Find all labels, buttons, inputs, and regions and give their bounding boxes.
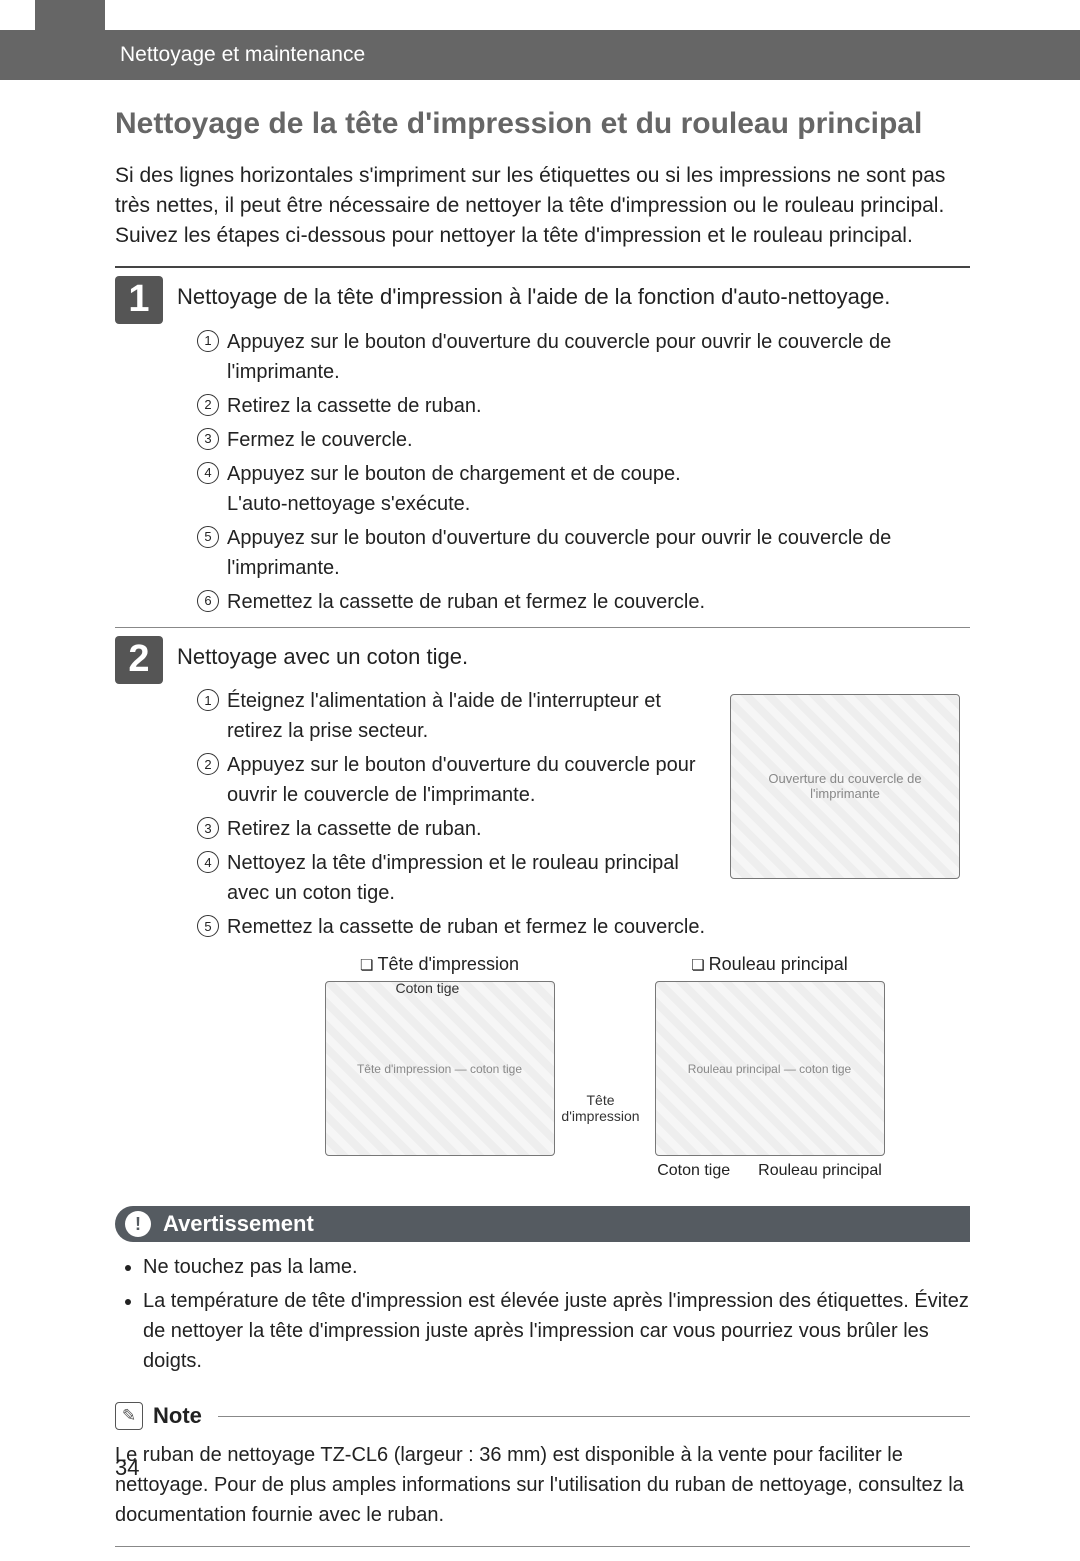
step-1-sub-6: 6Remettez la cassette de ruban et fermez…	[197, 587, 970, 617]
step-1-sub-2-text: Retirez la cassette de ruban.	[227, 395, 482, 417]
page-title: Nettoyage de la tête d'impression et du …	[115, 105, 970, 143]
step-2-sub-5: 5Remettez la cassette de ruban et fermez…	[197, 912, 970, 942]
step-1-sub-3-text: Fermez le couvercle.	[227, 429, 413, 451]
note-header: ✎ Note	[115, 1402, 970, 1430]
step-1-sub-4b-text: L'auto-nettoyage s'exécute.	[227, 493, 470, 515]
step-2-sub-2-text: Appuyez sur le bouton d'ouverture du cou…	[227, 754, 696, 806]
step-1-sub-1-text: Appuyez sur le bouton d'ouverture du cou…	[227, 331, 891, 383]
printer-open-cover-image: Ouverture du couvercle de l'imprimante	[730, 694, 960, 879]
step-2-sub-3: 3Retirez la cassette de ruban.	[197, 814, 700, 844]
step-1-sub-3: 3Fermez le couvercle.	[197, 425, 970, 455]
step-2-sub-2: 2Appuyez sur le bouton d'ouverture du co…	[197, 750, 700, 810]
figure-print-head-title: Tête d'impression	[360, 954, 519, 975]
warning-item-1: Ne touchez pas la lame.	[143, 1252, 970, 1282]
note-divider	[218, 1416, 970, 1417]
print-head-image: Coton tige Tête d'impression — coton tig…	[325, 981, 555, 1156]
note-icon: ✎	[115, 1402, 143, 1430]
step-2-illustration: Ouverture du couvercle de l'imprimante	[720, 686, 970, 886]
step-2-title: Nettoyage avec un coton tige.	[177, 642, 970, 673]
note-text: Le ruban de nettoyage TZ-CL6 (largeur : …	[115, 1440, 970, 1530]
caption-coton-tige: Coton tige	[657, 1162, 730, 1180]
divider	[115, 627, 970, 628]
step-1-sub-5-text: Appuyez sur le bouton d'ouverture du cou…	[227, 527, 891, 579]
step-1-title: Nettoyage de la tête d'impression à l'ai…	[177, 282, 970, 313]
warning-bar: ! Avertissement	[115, 1206, 970, 1242]
step-1-sub-1: 1Appuyez sur le bouton d'ouverture du co…	[197, 327, 970, 387]
step-2-sub-4-text: Nettoyez la tête d'impression et le roul…	[227, 852, 679, 904]
step-1-sub-4: 4Appuyez sur le bouton de chargement et …	[197, 459, 970, 519]
step-1-sub-5: 5Appuyez sur le bouton d'ouverture du co…	[197, 523, 970, 583]
warning-item-2: La température de tête d'impression est …	[143, 1286, 970, 1376]
note-title: Note	[153, 1403, 202, 1429]
step-2-substeps-cont: 5Remettez la cassette de ruban et fermez…	[177, 912, 970, 942]
step-2: 2 Nettoyage avec un coton tige. 1Éteigne…	[115, 642, 970, 1181]
step-1-substeps: 1Appuyez sur le bouton d'ouverture du co…	[177, 327, 970, 617]
step-2-substeps: 1Éteignez l'alimentation à l'aide de l'i…	[177, 686, 700, 908]
step-2-sub-1: 1Éteignez l'alimentation à l'aide de l'i…	[197, 686, 700, 746]
step-2-sub-3-text: Retirez la cassette de ruban.	[227, 818, 482, 840]
figure-print-head: Tête d'impression Coton tige Tête d'impr…	[325, 954, 555, 1180]
intro-paragraph: Si des lignes horizontales s'impriment s…	[115, 161, 970, 252]
label-coton-tige: Coton tige	[396, 980, 460, 996]
step-1-sub-2: 2Retirez la cassette de ruban.	[197, 391, 970, 421]
page-number: 34	[115, 1455, 139, 1481]
header-strip: Nettoyage et maintenance	[0, 30, 1080, 80]
main-roller-image-alt: Rouleau principal — coton tige	[688, 1062, 851, 1076]
figure-main-roller-title: Rouleau principal	[691, 954, 848, 975]
step-2-sub-1-text: Éteignez l'alimentation à l'aide de l'in…	[227, 690, 661, 742]
divider	[115, 1546, 970, 1547]
step-1-sub-4a-text: Appuyez sur le bouton de chargement et d…	[227, 463, 681, 485]
main-roller-image: Rouleau principal — coton tige	[655, 981, 885, 1156]
print-head-image-alt: Tête d'impression — coton tige	[357, 1062, 522, 1076]
figure-row: Tête d'impression Coton tige Tête d'impr…	[239, 954, 970, 1180]
step-2-sub-4: 4Nettoyez la tête d'impression et le rou…	[197, 848, 700, 908]
divider	[115, 266, 970, 268]
breadcrumb: Nettoyage et maintenance	[120, 43, 365, 67]
label-tete-impression: Tête d'impression	[556, 1092, 646, 1124]
step-1: 1 Nettoyage de la tête d'impression à l'…	[115, 282, 970, 617]
figure-main-roller-captions: Coton tige Rouleau principal	[657, 1162, 882, 1180]
figure-main-roller: Rouleau principal Rouleau principal — co…	[655, 954, 885, 1180]
step-2-sub-5-text: Remettez la cassette de ruban et fermez …	[227, 916, 705, 938]
caption-rouleau-principal: Rouleau principal	[758, 1162, 882, 1180]
step-1-badge: 1	[115, 276, 163, 324]
warning-title: Avertissement	[163, 1211, 314, 1237]
step-2-badge: 2	[115, 636, 163, 684]
warning-icon: !	[125, 1211, 151, 1237]
warning-list: Ne touchez pas la lame. La température d…	[143, 1252, 970, 1376]
step-1-sub-6-text: Remettez la cassette de ruban et fermez …	[227, 591, 705, 613]
